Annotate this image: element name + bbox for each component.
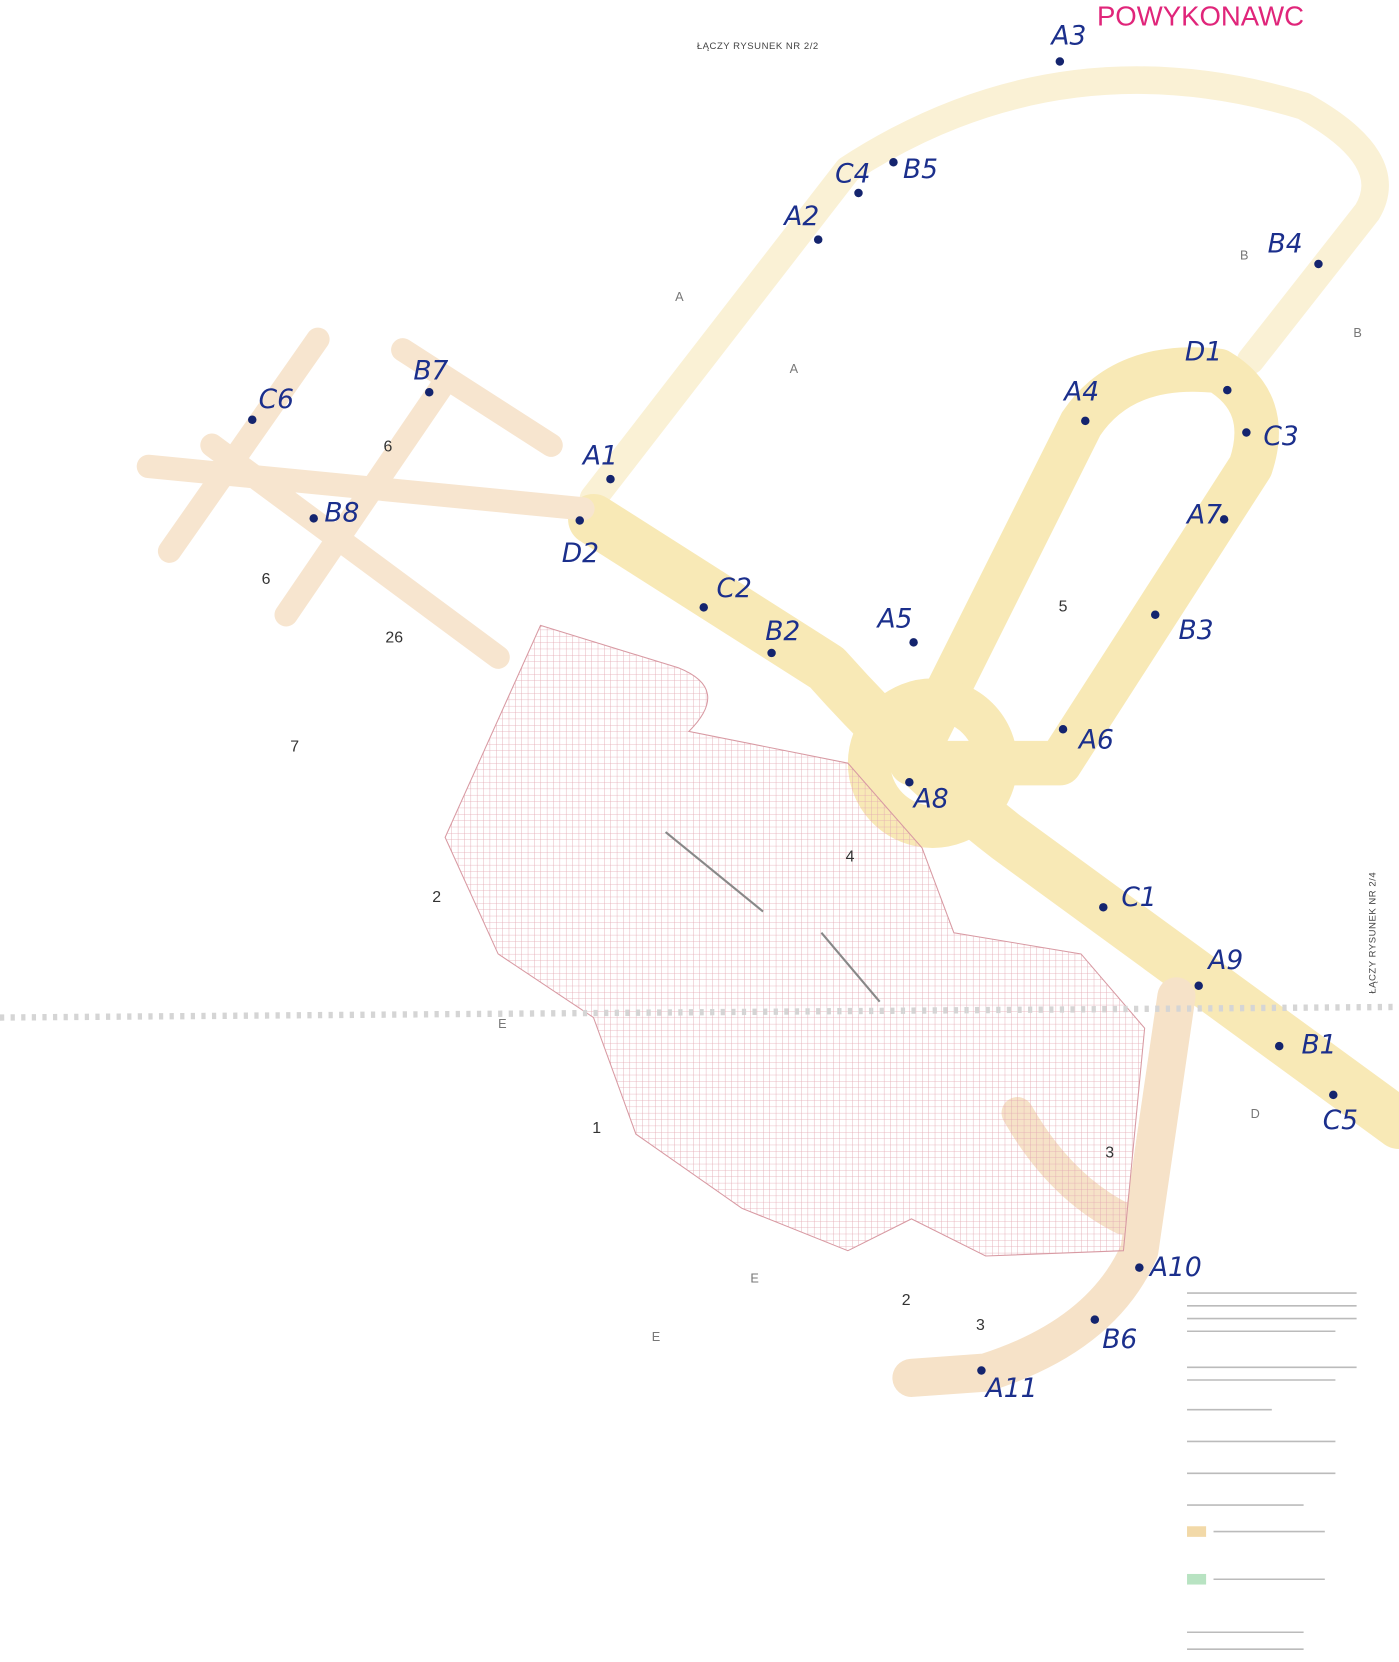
point-label: C1 xyxy=(1121,882,1156,913)
point-label: A3 xyxy=(1049,21,1086,52)
survey-point xyxy=(1056,57,1064,65)
survey-point xyxy=(1081,417,1089,425)
point-label: B2 xyxy=(765,616,800,647)
area-number: 7 xyxy=(290,739,299,756)
survey-point xyxy=(1223,386,1231,394)
point-label: B1 xyxy=(1301,1030,1336,1061)
area-number: 5 xyxy=(1059,599,1068,616)
building xyxy=(445,625,1145,1256)
area-number: 3 xyxy=(1105,1144,1114,1161)
point-label: A10 xyxy=(1148,1252,1202,1283)
point-label: A1 xyxy=(581,440,618,471)
survey-point xyxy=(575,516,583,524)
point-label: C5 xyxy=(1323,1105,1358,1136)
survey-point xyxy=(1099,903,1107,911)
area-number: 4 xyxy=(846,849,855,866)
point-label: A4 xyxy=(1062,377,1099,408)
zone-letter: B xyxy=(1353,325,1361,340)
area-number: 6 xyxy=(262,571,271,588)
zone-letter: E xyxy=(750,1270,758,1285)
point-label: B7 xyxy=(413,356,448,387)
area-number: 3 xyxy=(976,1317,985,1334)
survey-point xyxy=(767,649,775,657)
point-label: D1 xyxy=(1185,336,1222,367)
point-label: B4 xyxy=(1268,228,1303,259)
survey-point xyxy=(909,638,917,646)
survey-point xyxy=(248,416,256,424)
survey-point xyxy=(905,778,913,786)
zone-letter: A xyxy=(790,361,799,376)
survey-point xyxy=(1059,725,1067,733)
survey-point xyxy=(1135,1263,1143,1271)
sheet-ref: ŁĄCZY RYSUNEK NR 2/4 xyxy=(1368,872,1379,994)
point-label: C2 xyxy=(716,573,751,604)
zone-letter: E xyxy=(652,1329,660,1344)
point-label: A8 xyxy=(912,784,949,815)
survey-point xyxy=(606,475,614,483)
point-label: B3 xyxy=(1179,615,1214,646)
survey-point xyxy=(1329,1091,1337,1099)
point-label: B5 xyxy=(903,154,938,185)
point-label: C6 xyxy=(259,384,294,415)
point-label: C4 xyxy=(835,158,870,189)
area-number: 6 xyxy=(383,439,392,456)
point-label: D2 xyxy=(562,538,599,569)
survey-point xyxy=(1151,611,1159,619)
point-label: A11 xyxy=(984,1373,1038,1404)
point-label: A6 xyxy=(1077,724,1114,755)
zone-letter: E xyxy=(498,1016,506,1031)
point-label: A9 xyxy=(1206,945,1243,976)
title: POWYKONAWC xyxy=(1097,1,1304,32)
survey-point xyxy=(309,514,317,522)
zone-letter: D xyxy=(1251,1106,1260,1121)
zone-letter: A xyxy=(675,289,684,304)
area-number: 2 xyxy=(432,889,441,906)
legend xyxy=(1187,1293,1357,1649)
area-number: 1 xyxy=(592,1120,601,1137)
survey-point xyxy=(700,603,708,611)
survey-point xyxy=(814,235,822,243)
point-label: A2 xyxy=(782,201,819,232)
point-label: C3 xyxy=(1263,421,1298,452)
site-plan: POWYKONAWC ŁĄCZY RYSUNEK NR 2/2 ŁĄCZY RY… xyxy=(0,0,1399,1662)
survey-point xyxy=(1194,981,1202,989)
point-label: B6 xyxy=(1102,1324,1137,1355)
survey-point xyxy=(889,158,897,166)
survey-point xyxy=(1242,428,1250,436)
survey-point xyxy=(854,189,862,197)
survey-point xyxy=(425,388,433,396)
point-label: A7 xyxy=(1185,500,1222,531)
point-label: A5 xyxy=(876,604,913,635)
point-label: B8 xyxy=(324,498,359,529)
survey-point xyxy=(1275,1042,1283,1050)
area-number: 26 xyxy=(385,629,403,646)
survey-point xyxy=(977,1366,985,1374)
sheet-ref: ŁĄCZY RYSUNEK NR 2/2 xyxy=(697,41,819,52)
zone-letter: B xyxy=(1240,248,1248,263)
area-number: 2 xyxy=(902,1292,911,1309)
survey-point xyxy=(1091,1315,1099,1323)
survey-point xyxy=(1314,260,1322,268)
